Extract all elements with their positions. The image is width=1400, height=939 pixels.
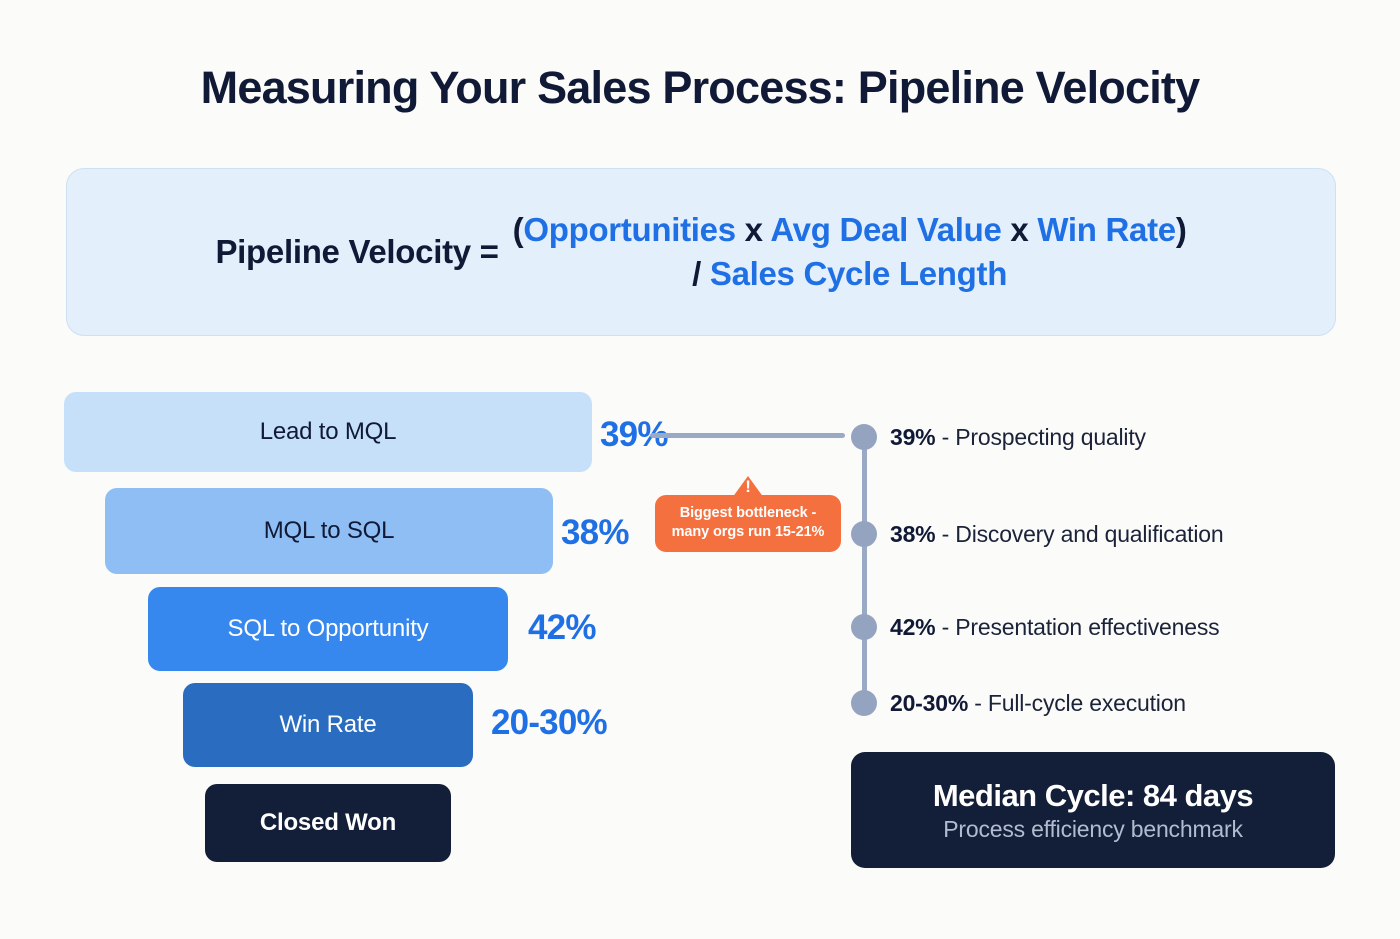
funnel-bar-label: Closed Won (259, 809, 397, 836)
formula-term-win-rate: Win Rate (1037, 211, 1176, 249)
formula-close-paren: ) (1175, 211, 1187, 249)
formula-multiply-2: x (1001, 211, 1038, 249)
timeline-list: 39% - Prospecting quality 38% - Discover… (650, 400, 1360, 730)
timeline-item-separator: - (935, 520, 956, 547)
timeline-dot-icon (851, 521, 877, 547)
timeline-dot-icon (851, 424, 877, 450)
funnel-bar-win-rate[interactable]: Win Rate (183, 683, 473, 767)
timeline-item-full-cycle-execution[interactable]: 20-30% - Full-cycle execution (840, 686, 1360, 720)
timeline-connector-line (650, 433, 845, 438)
funnel-bar-label: SQL to Opportunity (227, 615, 429, 642)
callout-line-1: Biggest bottleneck - (679, 505, 817, 521)
timeline-item-pct: 38% (890, 520, 936, 547)
timeline-item-desc: Prospecting quality (955, 423, 1146, 450)
formula-term-avg-deal-value: Avg Deal Value (770, 211, 1002, 249)
timeline-item-text: 20-30% - Full-cycle execution (890, 690, 1186, 717)
timeline-item-text: 39% - Prospecting quality (890, 424, 1146, 451)
funnel-bar-label: MQL to SQL (263, 517, 395, 544)
timeline-item-prospecting-quality[interactable]: 39% - Prospecting quality (840, 420, 1360, 454)
timeline-item-presentation-effectiveness[interactable]: 42% - Presentation effectiveness (840, 610, 1360, 644)
timeline-item-desc: Discovery and qualification (955, 520, 1224, 547)
funnel-bar-label: Lead to MQL (259, 418, 397, 445)
bottleneck-callout[interactable]: ! Biggest bottleneck - many orgs run 15-… (655, 476, 841, 553)
funnel-pct-mql-to-sql: 38% (561, 513, 629, 552)
funnel-bar-mql-to-sql[interactable]: MQL to SQL (105, 488, 553, 574)
timeline-dot-icon (851, 690, 877, 716)
median-cycle-card: Median Cycle: 84 days Process efficiency… (851, 752, 1335, 868)
page-title: Measuring Your Sales Process: Pipeline V… (200, 62, 1200, 113)
funnel-pct-sql-to-opportunity: 42% (528, 608, 596, 647)
timeline-axis-line (862, 436, 867, 702)
formula-inner: Pipeline Velocity = (Opportunities x Avg… (185, 208, 1216, 296)
funnel-pct-win-rate: 20-30% (491, 703, 608, 742)
formula-right-hand-side: (Opportunities x Avg Deal Value x Win Ra… (513, 208, 1187, 296)
timeline-item-pct: 20-30% (890, 689, 969, 716)
timeline-item-discovery-and-qualification[interactable]: 38% - Discovery and qualification (840, 517, 1360, 551)
formula-open-paren: ( (512, 211, 524, 249)
callout-line-2: many orgs run 15-21% (671, 524, 825, 541)
formula-line-2: / Sales Cycle Length (513, 252, 1187, 296)
funnel-bar-label: Win Rate (279, 711, 377, 738)
timeline-item-pct: 39% (890, 423, 936, 450)
formula-line-1: (Opportunities x Avg Deal Value x Win Ra… (513, 208, 1187, 252)
timeline-item-text: 38% - Discovery and qualification (890, 520, 1224, 548)
formula-multiply-1: x (735, 211, 771, 249)
median-cycle-subtitle: Process efficiency benchmark (943, 815, 1243, 842)
timeline-item-separator: - (968, 689, 988, 716)
timeline-item-pct: 42% (890, 613, 936, 640)
formula-left-hand-side: Pipeline Velocity = (215, 233, 499, 270)
formula-term-sales-cycle-length: Sales Cycle Length (709, 255, 1008, 292)
funnel-bar-sql-to-opportunity[interactable]: SQL to Opportunity (148, 587, 508, 671)
funnel-bar-lead-to-mql[interactable]: Lead to MQL (64, 392, 592, 472)
timeline-item-desc: Presentation effectiveness (955, 613, 1220, 640)
timeline-dot-icon (851, 614, 877, 640)
formula-term-opportunities: Opportunities (523, 211, 736, 249)
timeline-item-separator: - (935, 423, 956, 450)
formula-box: Pipeline Velocity = (Opportunities x Avg… (66, 168, 1336, 336)
timeline-item-desc: Full-cycle execution (987, 689, 1186, 716)
funnel-bar-closed-won[interactable]: Closed Won (205, 784, 451, 862)
exclamation-icon: ! (745, 477, 751, 496)
funnel-chart: Lead to MQL 39% MQL to SQL 38% SQL to Op… (0, 392, 700, 872)
timeline-item-separator: - (935, 613, 956, 640)
median-cycle-title: Median Cycle: 84 days (932, 777, 1254, 813)
timeline-item-text: 42% - Presentation effectiveness (890, 613, 1220, 641)
formula-divide-slash: / (692, 255, 710, 292)
